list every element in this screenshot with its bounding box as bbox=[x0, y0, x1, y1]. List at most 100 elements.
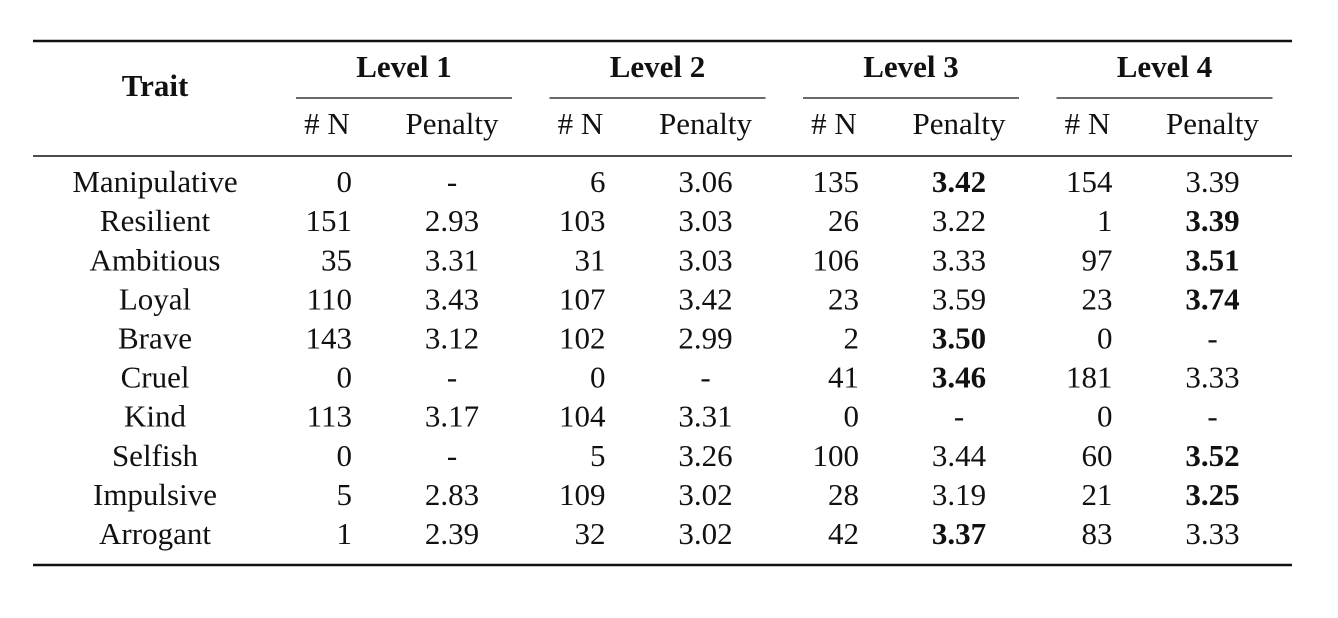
penalty-cell: 3.42 bbox=[932, 164, 986, 199]
penalty-cell: 3.03 bbox=[678, 242, 732, 277]
penalty-cell: 2.39 bbox=[425, 516, 479, 551]
penalty-cell: 3.22 bbox=[932, 203, 986, 238]
penalty-cell: 3.19 bbox=[932, 477, 986, 512]
penalty-cell: 3.59 bbox=[932, 281, 986, 316]
level-header: Level 2 bbox=[610, 49, 706, 84]
count-cell: 0 bbox=[337, 360, 353, 395]
count-cell: 41 bbox=[828, 360, 859, 395]
penalty-cell: 3.50 bbox=[932, 321, 986, 356]
penalty-cell: 3.33 bbox=[1185, 360, 1239, 395]
column-header: # N bbox=[1065, 106, 1111, 141]
penalty-cell: 3.25 bbox=[1185, 477, 1239, 512]
penalty-cell: - bbox=[447, 164, 457, 199]
trait-name: Resilient bbox=[100, 203, 211, 238]
count-cell: 23 bbox=[1082, 281, 1113, 316]
count-cell: 83 bbox=[1082, 516, 1113, 551]
count-cell: 42 bbox=[828, 516, 859, 551]
count-cell: 113 bbox=[307, 399, 352, 434]
count-cell: 5 bbox=[337, 477, 353, 512]
penalty-cell: - bbox=[954, 399, 964, 434]
level-header: Level 4 bbox=[1117, 49, 1213, 84]
count-cell: 1 bbox=[337, 516, 353, 551]
column-header: # N bbox=[304, 106, 350, 141]
trait-header: Trait bbox=[122, 68, 189, 103]
penalty-cell: - bbox=[447, 360, 457, 395]
column-header: # N bbox=[811, 106, 857, 141]
column-header: Penalty bbox=[1166, 106, 1259, 141]
count-cell: 26 bbox=[828, 203, 859, 238]
trait-name: Ambitious bbox=[90, 242, 221, 277]
count-cell: 0 bbox=[1097, 321, 1113, 356]
count-cell: 97 bbox=[1082, 242, 1113, 277]
penalty-cell: 3.51 bbox=[1185, 242, 1239, 277]
count-cell: 100 bbox=[813, 438, 860, 473]
count-cell: 0 bbox=[337, 438, 353, 473]
penalty-cell: 2.93 bbox=[425, 203, 479, 238]
trait-name: Loyal bbox=[119, 281, 191, 316]
penalty-cell: - bbox=[700, 360, 710, 395]
count-cell: 106 bbox=[813, 242, 860, 277]
column-header: # N bbox=[558, 106, 604, 141]
penalty-cell: 3.37 bbox=[932, 516, 986, 551]
count-cell: 104 bbox=[559, 399, 606, 434]
count-cell: 143 bbox=[306, 321, 353, 356]
penalty-cell: 3.31 bbox=[678, 399, 732, 434]
penalty-cell: 3.44 bbox=[932, 438, 987, 473]
count-cell: 31 bbox=[575, 242, 606, 277]
trait-name: Cruel bbox=[121, 360, 190, 395]
level-header: Level 3 bbox=[863, 49, 959, 84]
penalty-cell: 3.52 bbox=[1185, 438, 1239, 473]
count-cell: 28 bbox=[828, 477, 859, 512]
count-cell: 103 bbox=[559, 203, 606, 238]
count-cell: 35 bbox=[321, 242, 352, 277]
count-cell: 5 bbox=[590, 438, 606, 473]
count-cell: 135 bbox=[813, 164, 860, 199]
count-cell: 60 bbox=[1082, 438, 1113, 473]
count-cell: 0 bbox=[844, 399, 860, 434]
penalty-cell: 3.17 bbox=[425, 399, 479, 434]
count-cell: 109 bbox=[559, 477, 606, 512]
penalty-cell: 3.31 bbox=[425, 242, 479, 277]
count-cell: 23 bbox=[828, 281, 859, 316]
penalty-cell: 3.12 bbox=[425, 321, 479, 356]
count-cell: 1 bbox=[1097, 203, 1113, 238]
column-header: Penalty bbox=[913, 106, 1006, 141]
count-cell: 102 bbox=[559, 321, 606, 356]
count-cell: 0 bbox=[590, 360, 606, 395]
count-cell: 0 bbox=[337, 164, 353, 199]
count-cell: 21 bbox=[1082, 477, 1113, 512]
count-cell: 0 bbox=[1097, 399, 1113, 434]
penalty-cell: 3.03 bbox=[678, 203, 732, 238]
trait-name: Brave bbox=[118, 321, 192, 356]
level-header: Level 1 bbox=[356, 49, 452, 84]
penalty-cell: - bbox=[1207, 399, 1217, 434]
penalty-cell: 3.02 bbox=[678, 477, 732, 512]
count-cell: 151 bbox=[306, 203, 353, 238]
trait-name: Impulsive bbox=[93, 477, 217, 512]
trait-name: Arrogant bbox=[99, 516, 211, 551]
penalty-cell: 3.06 bbox=[678, 164, 732, 199]
penalty-cell: - bbox=[1207, 321, 1217, 356]
penalty-cell: 3.33 bbox=[932, 242, 986, 277]
penalty-cell: 3.42 bbox=[678, 281, 732, 316]
count-cell: 110 bbox=[307, 281, 352, 316]
penalty-cell: 3.39 bbox=[1185, 164, 1239, 199]
penalty-cell: 3.39 bbox=[1185, 203, 1239, 238]
trait-name: Manipulative bbox=[72, 164, 237, 199]
penalty-cell: 3.74 bbox=[1185, 281, 1239, 316]
count-cell: 6 bbox=[590, 164, 606, 199]
penalty-cell: 3.43 bbox=[425, 281, 479, 316]
trait-name: Kind bbox=[124, 399, 187, 434]
penalty-cell: 3.33 bbox=[1185, 516, 1239, 551]
penalty-cell: - bbox=[447, 438, 457, 473]
count-cell: 154 bbox=[1066, 164, 1113, 199]
count-cell: 2 bbox=[844, 321, 860, 356]
trait-name: Selfish bbox=[112, 438, 199, 473]
count-cell: 181 bbox=[1066, 360, 1113, 395]
penalty-cell: 3.26 bbox=[678, 438, 732, 473]
count-cell: 107 bbox=[559, 281, 606, 316]
penalty-cell: 2.99 bbox=[678, 321, 732, 356]
penalty-cell: 2.83 bbox=[425, 477, 479, 512]
column-header: Penalty bbox=[406, 106, 499, 141]
